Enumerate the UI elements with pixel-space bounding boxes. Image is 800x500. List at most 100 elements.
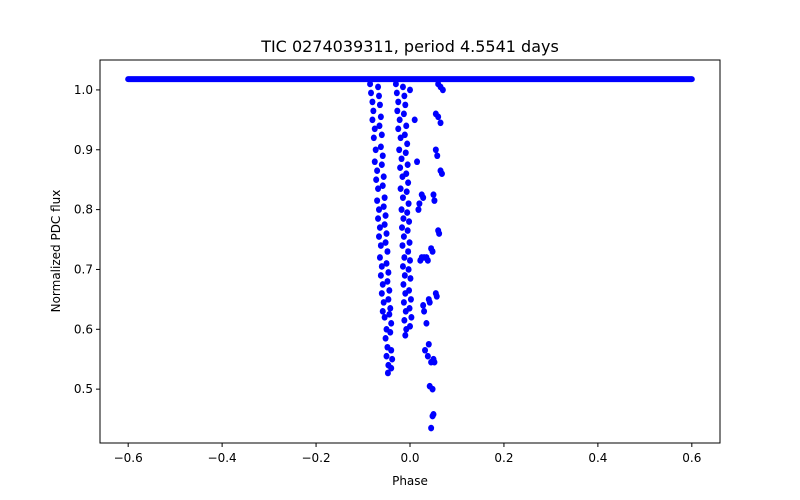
data-point	[406, 218, 413, 225]
data-point	[384, 278, 391, 285]
data-point	[370, 107, 377, 115]
data-point	[397, 164, 404, 172]
data-point	[378, 131, 385, 139]
data-point	[380, 299, 387, 306]
x-tick-label: −0.4	[208, 451, 237, 465]
y-tick-label: 0.5	[74, 382, 93, 396]
data-point	[416, 200, 423, 207]
x-tick-label: 0.6	[682, 451, 701, 465]
data-point	[374, 197, 381, 204]
data-point	[423, 320, 430, 327]
data-point	[408, 314, 415, 321]
data-point	[397, 185, 404, 192]
data-point	[392, 80, 399, 88]
data-point	[421, 308, 428, 315]
data-point	[379, 281, 386, 288]
data-point	[378, 290, 385, 297]
data-point	[406, 305, 413, 312]
data-point	[388, 320, 395, 327]
data-point	[377, 272, 384, 279]
data-point	[385, 269, 392, 276]
data-point	[377, 113, 384, 121]
data-point	[425, 340, 432, 348]
data-point	[402, 149, 409, 157]
x-axis-ticks: −0.6 −0.4 −0.2 0.0 0.2 0.4 0.6	[114, 443, 701, 465]
data-point	[379, 152, 386, 160]
data-point	[405, 200, 412, 207]
data-point	[431, 197, 438, 204]
data-point	[380, 203, 387, 210]
data-point	[371, 158, 378, 166]
data-point	[384, 248, 391, 255]
data-point	[407, 257, 413, 264]
data-point	[436, 230, 443, 237]
data-point	[375, 215, 382, 222]
y-tick-label: 0.7	[74, 262, 93, 276]
data-point	[435, 113, 442, 121]
data-point	[382, 212, 389, 219]
data-point	[395, 125, 402, 133]
data-point	[380, 173, 387, 180]
data-point	[379, 182, 386, 189]
data-point	[381, 221, 388, 228]
data-point	[370, 134, 377, 142]
data-point	[368, 89, 375, 97]
data-point	[382, 334, 389, 342]
data-point	[371, 125, 378, 133]
data-point	[373, 176, 380, 183]
y-axis-label: Normalized PDC flux	[49, 190, 63, 313]
data-point	[384, 369, 391, 377]
data-point	[429, 385, 436, 393]
data-point	[372, 146, 379, 154]
data-point	[403, 188, 410, 195]
data-point	[378, 263, 385, 270]
data-point	[398, 155, 405, 163]
data-point	[405, 266, 412, 273]
data-point	[369, 98, 376, 106]
data-point	[438, 170, 445, 178]
data-point	[415, 206, 422, 213]
data-point	[394, 107, 401, 115]
data-point	[376, 224, 383, 231]
data-point	[383, 352, 390, 360]
data-point	[399, 83, 406, 91]
data-point	[430, 191, 437, 198]
data-point	[407, 296, 414, 303]
data-point	[383, 260, 390, 267]
data-point	[403, 122, 410, 130]
data-point	[387, 305, 394, 312]
data-point	[377, 242, 384, 249]
data-point	[424, 352, 431, 360]
data-point	[376, 206, 382, 213]
data-point	[399, 224, 406, 231]
data-point	[393, 89, 400, 97]
data-point	[381, 194, 388, 201]
data-point	[400, 110, 407, 118]
data-point	[429, 412, 436, 420]
scatter-points	[125, 76, 695, 432]
x-tick-label: −0.6	[114, 451, 143, 465]
data-point	[396, 116, 403, 124]
x-axis-label: Phase	[392, 474, 428, 488]
data-point	[375, 185, 382, 192]
data-point	[403, 170, 410, 178]
data-point	[378, 161, 385, 169]
data-point	[406, 287, 413, 294]
data-point	[407, 323, 413, 330]
data-point	[428, 424, 435, 432]
x-tick-label: 0.0	[400, 451, 419, 465]
data-point	[407, 275, 414, 282]
data-point	[400, 299, 407, 306]
data-point	[399, 194, 406, 201]
x-tick-label: 0.2	[494, 451, 513, 465]
data-point	[388, 346, 395, 354]
data-point	[381, 314, 388, 321]
data-point	[395, 98, 402, 106]
x-tick-label: 0.4	[588, 451, 607, 465]
data-point	[388, 364, 395, 372]
data-point	[422, 346, 429, 354]
data-point	[432, 146, 439, 154]
data-point	[420, 194, 427, 201]
data-point	[401, 254, 408, 261]
